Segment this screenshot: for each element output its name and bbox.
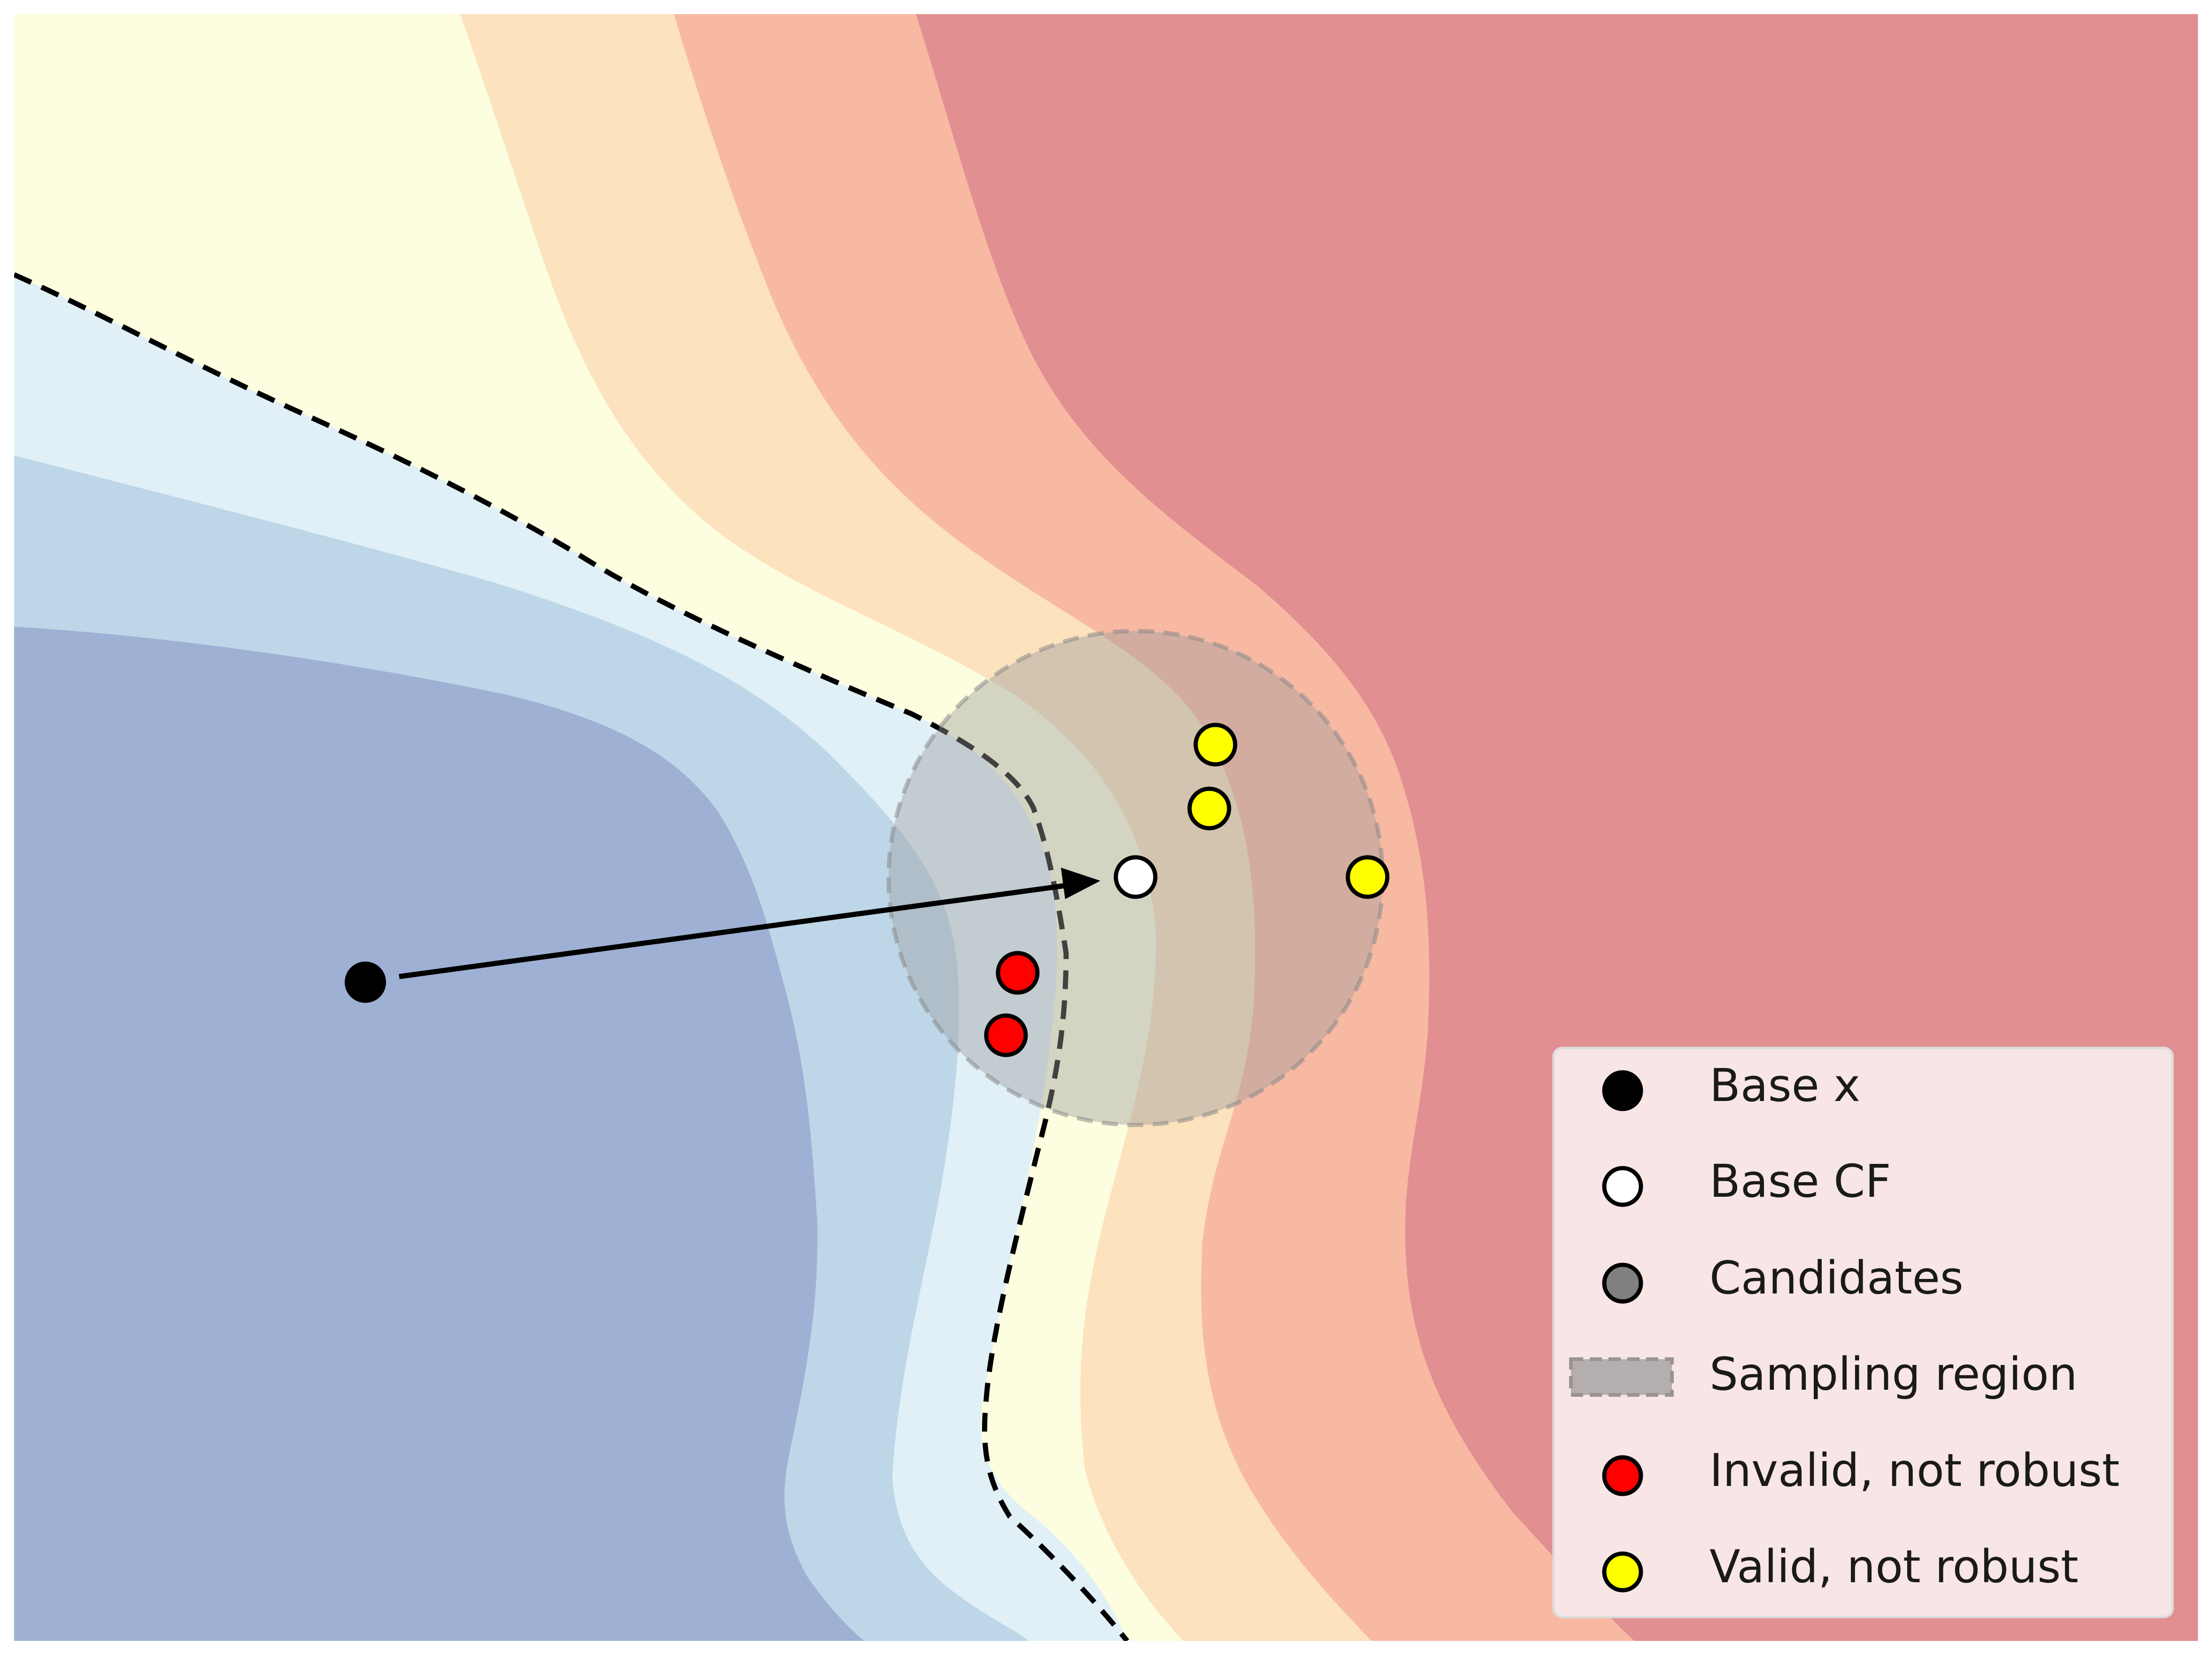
legend-marker-candidates — [1602, 1262, 1643, 1304]
arrow-head — [1061, 868, 1100, 899]
valid-point — [1346, 855, 1390, 899]
legend-label: Base x — [1709, 1059, 1860, 1112]
legend-label: Valid, not robust — [1709, 1540, 2079, 1593]
legend: Base x Base CF Candidates Sampling regio… — [1552, 1047, 2174, 1618]
legend-marker-invalid — [1602, 1455, 1643, 1496]
legend-label: Invalid, not robust — [1709, 1444, 2119, 1497]
invalid-point — [996, 951, 1040, 995]
legend-marker-sampling-region — [1569, 1357, 1674, 1397]
legend-item-valid: Valid, not robust — [1602, 1540, 2079, 1593]
valid-point — [1193, 723, 1237, 767]
legend-label: Sampling region — [1709, 1348, 2077, 1401]
invalid-point — [984, 1013, 1028, 1057]
legend-box — [1552, 1047, 2174, 1618]
decision-boundary — [14, 272, 1129, 1641]
valid-point — [1187, 786, 1231, 831]
legend-marker-valid — [1602, 1551, 1643, 1593]
legend-item-base-x: Base x — [1602, 1059, 1860, 1112]
legend-marker-base-x — [1602, 1070, 1643, 1111]
base-cf-point — [1114, 855, 1158, 899]
counterfactual-arrow — [399, 883, 1067, 979]
legend-marker-base-cf — [1602, 1166, 1643, 1207]
legend-item-base-cf: Base CF — [1602, 1155, 1891, 1208]
base-x-point — [345, 962, 386, 1003]
legend-item-candidates: Candidates — [1602, 1252, 1964, 1304]
legend-label: Candidates — [1709, 1252, 1964, 1304]
legend-item-invalid: Invalid, not robust — [1602, 1444, 2119, 1497]
legend-label: Base CF — [1709, 1155, 1891, 1208]
legend-item-sampling-region: Sampling region — [1569, 1348, 2077, 1401]
region-deep-blue — [14, 627, 864, 1641]
